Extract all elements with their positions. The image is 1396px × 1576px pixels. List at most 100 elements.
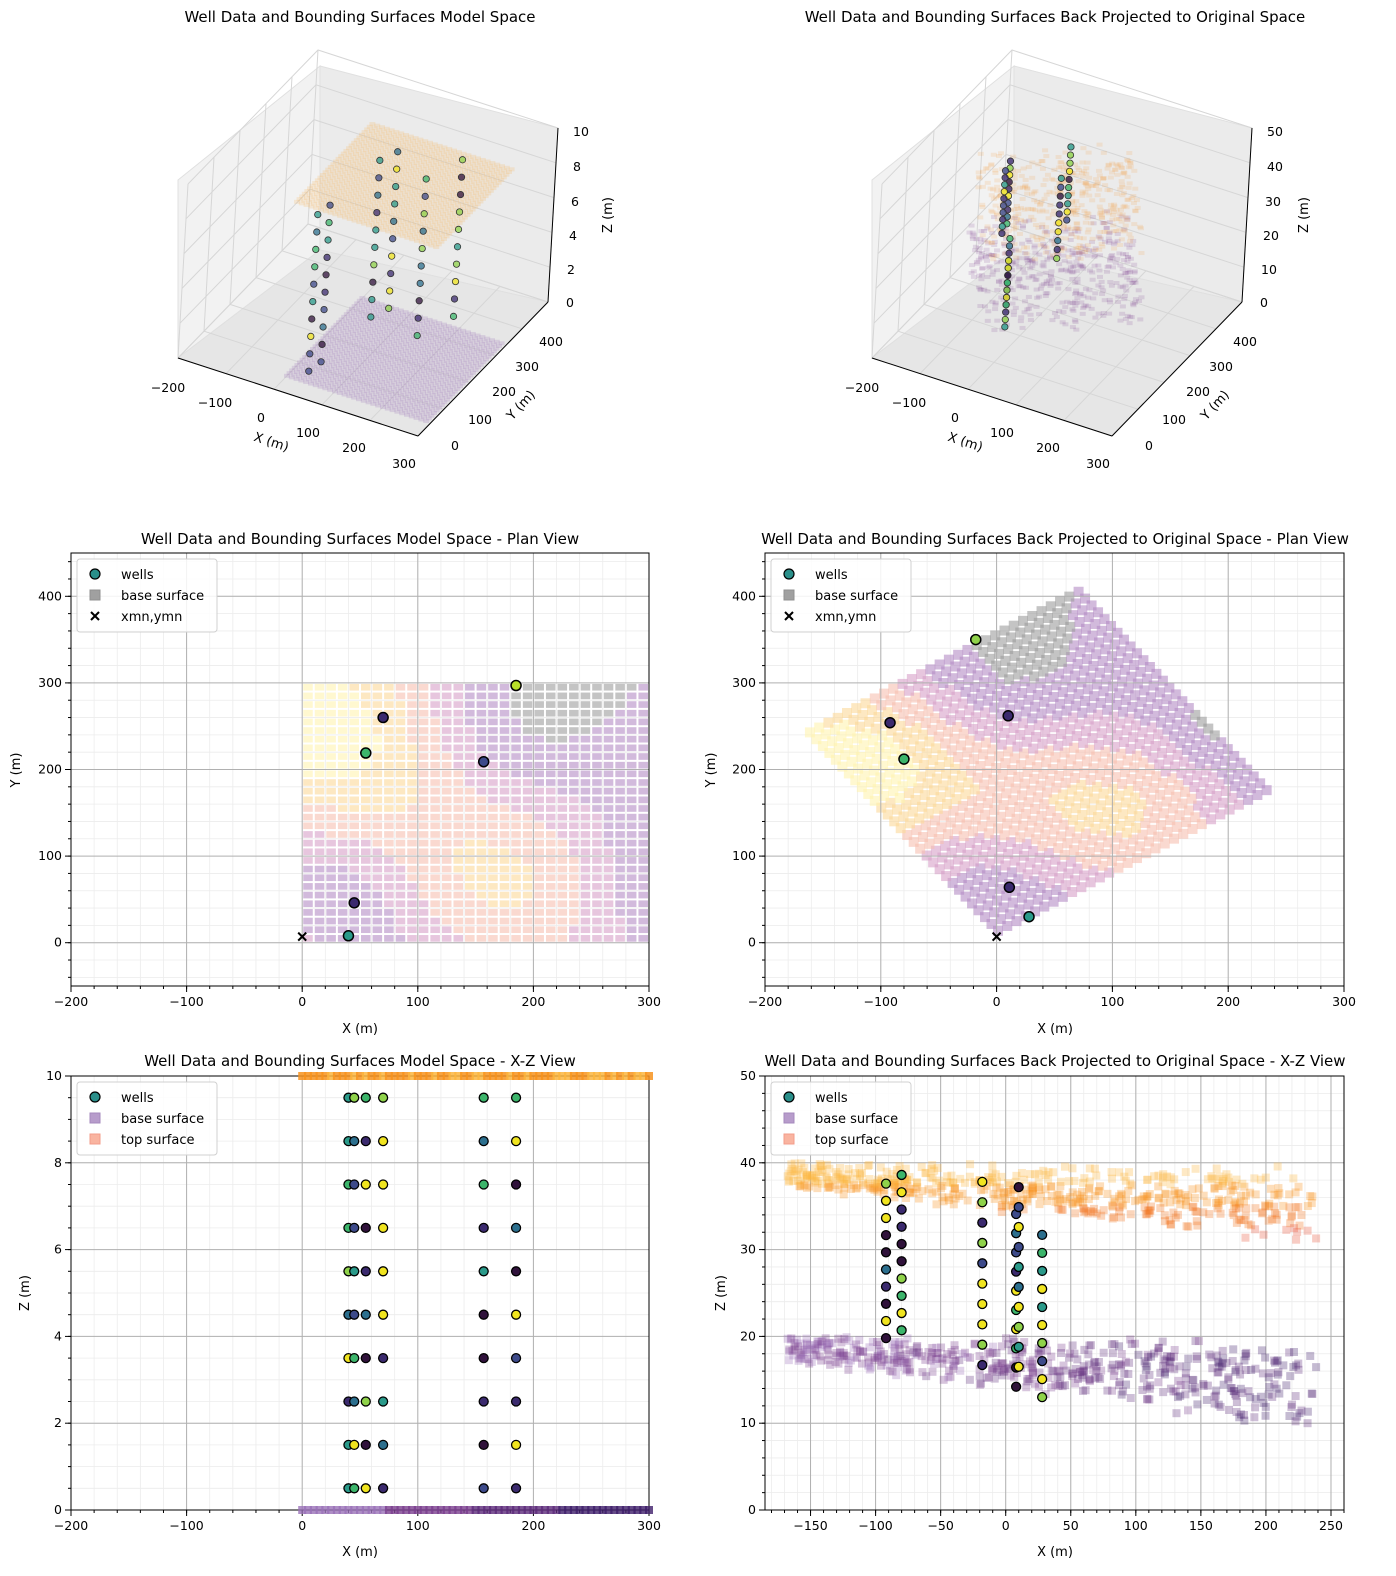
base-surface-marker xyxy=(429,354,436,359)
base-surface-marker xyxy=(423,366,430,371)
surface-cell xyxy=(990,630,1001,641)
surface-cell xyxy=(977,821,988,832)
top-surface-marker xyxy=(340,204,347,209)
base-surface-marker xyxy=(291,372,298,377)
top-surface-marker xyxy=(472,166,478,170)
surface-cell xyxy=(1248,771,1259,782)
z-tick: 30 xyxy=(1265,194,1281,209)
top-surface-marker xyxy=(407,226,414,231)
base-surface-marker xyxy=(387,403,394,408)
surface-cell xyxy=(361,718,371,726)
top-surface-marker xyxy=(458,154,464,159)
base-surface-marker xyxy=(367,326,374,331)
base-surface-marker xyxy=(1068,232,1075,237)
base-surface-marker xyxy=(1137,317,1144,322)
surface-cell xyxy=(1025,652,1036,663)
top-surface-marker xyxy=(442,163,449,168)
base-surface-marker xyxy=(405,353,411,358)
base-surface-marker xyxy=(324,344,331,349)
surface-cell xyxy=(1068,610,1079,621)
top-surface-marker xyxy=(331,187,338,192)
top-surface-marker xyxy=(988,208,995,213)
surface-cell xyxy=(418,761,429,769)
surface-cell xyxy=(952,721,963,732)
base-surface-marker xyxy=(399,358,406,363)
top-surface-marker xyxy=(503,172,510,177)
base-surface-marker xyxy=(1105,264,1112,269)
top-surface-marker xyxy=(1046,189,1053,194)
top-surface-marker xyxy=(1063,236,1070,241)
top-surface-marker xyxy=(447,203,454,208)
surface-cell xyxy=(638,787,648,795)
well-sample-marker xyxy=(418,244,426,253)
base-surface-marker xyxy=(381,338,388,343)
surface-cell xyxy=(476,822,487,830)
surface-cell xyxy=(534,744,544,752)
base-surface-marker xyxy=(341,314,348,319)
top-surface-marker xyxy=(342,162,349,167)
surface-cell xyxy=(407,865,417,873)
base-surface-marker xyxy=(345,362,352,367)
well-sample-marker xyxy=(374,191,382,199)
top-surface-marker xyxy=(396,204,403,209)
base-surface-marker xyxy=(377,316,384,321)
surface-cell xyxy=(476,796,487,804)
surface-cell xyxy=(1059,747,1070,758)
top-surface-marker xyxy=(1054,251,1061,256)
surface-cell xyxy=(349,874,359,882)
top-surface-marker xyxy=(1060,167,1067,172)
surface-cell xyxy=(1106,825,1117,836)
top-surface-marker xyxy=(343,194,350,199)
base-surface-marker xyxy=(422,348,429,353)
base-surface-marker xyxy=(976,250,983,255)
surface-cell xyxy=(1028,743,1039,754)
base-surface-marker xyxy=(462,378,469,383)
top-surface-marker xyxy=(1045,216,1052,221)
base-surface-marker xyxy=(306,363,313,368)
well-sample-marker xyxy=(1006,234,1014,243)
surface-cell xyxy=(569,935,579,942)
surface-cell xyxy=(522,779,533,786)
surface-cell xyxy=(314,683,325,691)
surface-cell xyxy=(534,900,544,908)
top-surface-marker xyxy=(1065,254,1072,259)
base-surface-marker xyxy=(1040,282,1047,287)
base-surface-marker xyxy=(427,395,433,400)
surface-cell xyxy=(545,718,556,726)
top-surface-marker xyxy=(474,202,481,207)
base-surface-marker xyxy=(1086,288,1093,293)
base-surface-marker xyxy=(335,334,342,339)
base-surface-marker xyxy=(339,388,346,393)
top-surface-marker xyxy=(1096,247,1103,252)
surface-cell xyxy=(418,787,429,795)
top-surface-marker xyxy=(1119,185,1126,190)
top-surface-marker xyxy=(1056,180,1063,185)
base-surface-marker xyxy=(991,215,998,220)
base-surface-marker xyxy=(1080,244,1087,249)
base-surface-marker xyxy=(415,342,422,347)
surface-cell xyxy=(603,701,614,708)
base-surface-marker xyxy=(373,314,379,319)
base-surface-marker xyxy=(1106,258,1113,263)
surface-cell xyxy=(1163,754,1174,765)
base-surface-marker xyxy=(1092,315,1099,320)
surface-cell xyxy=(615,779,625,786)
top-surface-marker xyxy=(430,170,437,175)
surface-cell xyxy=(1143,734,1154,745)
surface-cell xyxy=(1031,864,1042,875)
top-surface-marker xyxy=(477,192,484,197)
top-surface-marker xyxy=(994,217,1001,222)
surface-cell xyxy=(1112,730,1123,741)
surface-cell xyxy=(488,753,498,760)
base-surface-marker xyxy=(1072,280,1079,285)
surface-cell xyxy=(1167,773,1178,784)
surface-cell xyxy=(407,779,417,786)
base-surface-marker xyxy=(1100,288,1107,293)
base-surface-marker xyxy=(1121,227,1128,232)
base-surface-marker xyxy=(382,317,389,322)
top-surface-marker xyxy=(1084,184,1091,189)
base-surface-marker xyxy=(391,327,398,332)
surface-cell xyxy=(337,865,348,873)
surface-cell xyxy=(499,935,510,942)
surface-cell xyxy=(453,848,464,856)
